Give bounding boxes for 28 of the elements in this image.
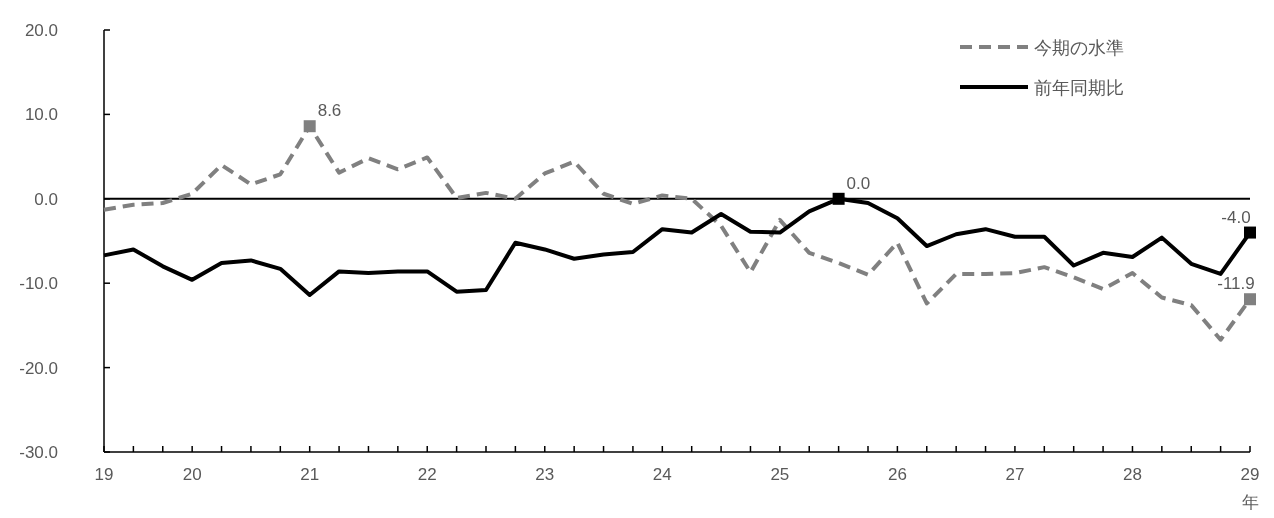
point <box>303 120 316 133</box>
x-tick-label: 27 <box>1005 465 1025 484</box>
y-tick-label: 10.0 <box>24 105 58 125</box>
x-tick-label: 19 <box>94 465 114 484</box>
point <box>1244 226 1256 239</box>
x-tick-label: 26 <box>887 465 907 484</box>
x-tick-label: 25 <box>770 465 790 484</box>
y-tick-label: 0.0 <box>34 189 58 209</box>
y-tick-label: -30.0 <box>19 443 58 462</box>
x-tick-label: 20 <box>182 465 202 484</box>
data-label: 0.0 <box>846 173 871 193</box>
legend-label: 前年同期比 <box>1034 78 1124 98</box>
x-tick-label: 23 <box>535 465 555 484</box>
x-tick-label: 21 <box>300 465 320 484</box>
data-label: 8.6 <box>317 101 342 121</box>
point <box>832 192 845 205</box>
legend-label: 今期の水準 <box>1034 38 1124 58</box>
x-tick-label: 24 <box>652 465 672 484</box>
point <box>1244 293 1256 306</box>
y-tick-label: 20.0 <box>24 21 58 40</box>
x-tick-label: 28 <box>1123 465 1142 484</box>
y-tick-label: -20.0 <box>19 358 58 378</box>
y-tick-label: -10.0 <box>19 274 58 294</box>
x-tick-label: 29 <box>1240 465 1260 484</box>
data-label: -4.0 <box>1221 207 1251 227</box>
x-tick-label: 22 <box>417 465 437 484</box>
x-axis-title: 年 <box>1241 493 1259 512</box>
data-label: -11.9 <box>1217 274 1255 294</box>
